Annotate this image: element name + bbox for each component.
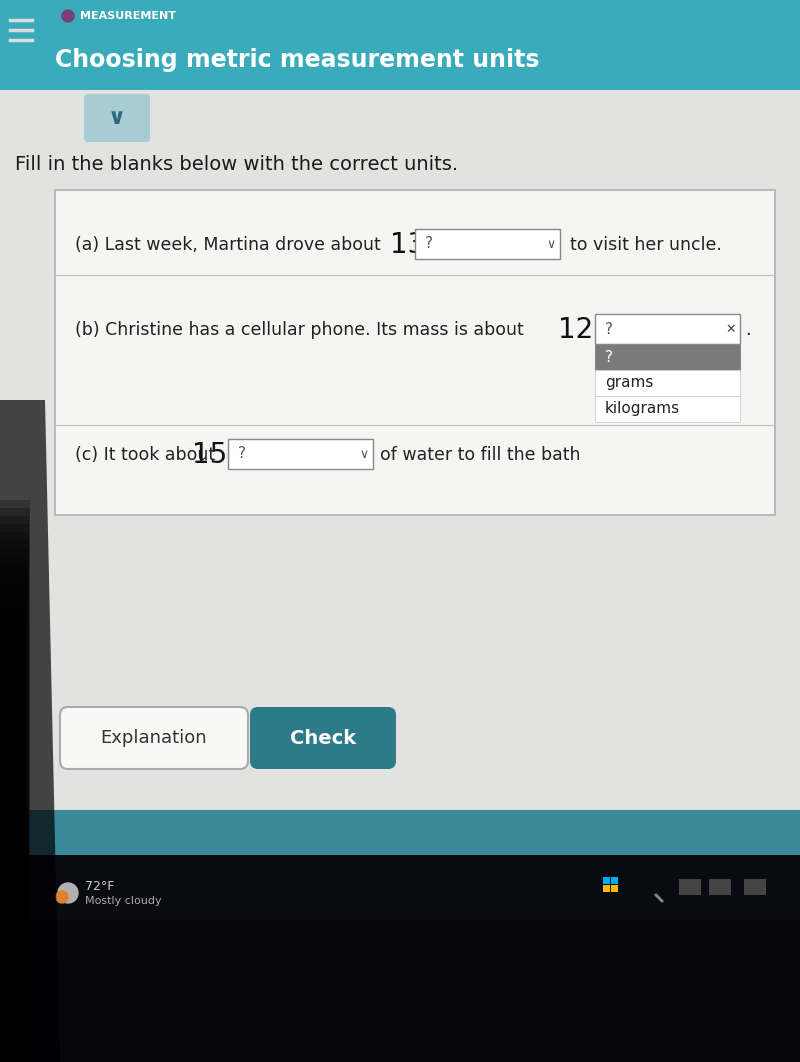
Bar xyxy=(0,756,21,1062)
Bar xyxy=(611,877,618,884)
Bar xyxy=(744,879,766,895)
Circle shape xyxy=(56,891,68,903)
Bar xyxy=(0,772,20,1062)
Bar xyxy=(611,885,618,892)
Bar xyxy=(595,344,740,370)
Bar xyxy=(0,524,29,1062)
Text: ?: ? xyxy=(605,322,613,337)
Text: Check: Check xyxy=(290,729,356,748)
Text: ∨: ∨ xyxy=(108,108,126,129)
Text: 13: 13 xyxy=(390,232,426,259)
Bar xyxy=(0,810,800,855)
Bar xyxy=(0,0,800,90)
Text: 150: 150 xyxy=(192,441,245,469)
Bar xyxy=(0,500,30,1062)
Bar xyxy=(0,556,28,1062)
Text: (b) Christine has a cellular phone. Its mass is about: (b) Christine has a cellular phone. Its … xyxy=(75,321,524,339)
Text: ✕: ✕ xyxy=(726,323,736,336)
Bar xyxy=(0,0,800,820)
Text: of water to fill the bath: of water to fill the bath xyxy=(380,446,581,464)
Bar xyxy=(0,652,24,1062)
Bar xyxy=(0,920,800,1062)
Text: MEASUREMENT: MEASUREMENT xyxy=(80,11,176,21)
Bar xyxy=(0,628,26,1062)
Bar xyxy=(679,879,701,895)
Bar xyxy=(0,580,27,1062)
Bar xyxy=(0,668,24,1062)
Text: ∨: ∨ xyxy=(359,447,369,461)
Text: ?: ? xyxy=(605,349,613,364)
Text: (c) It took about: (c) It took about xyxy=(75,446,215,464)
Bar xyxy=(0,676,23,1062)
Text: grams: grams xyxy=(605,376,654,391)
Bar xyxy=(0,508,30,1062)
Bar xyxy=(0,572,27,1062)
Text: Mostly cloudy: Mostly cloudy xyxy=(85,896,162,906)
Text: ∨: ∨ xyxy=(546,238,555,251)
Bar xyxy=(0,748,21,1062)
Bar xyxy=(595,396,740,422)
Circle shape xyxy=(58,883,78,903)
Bar xyxy=(0,588,26,1062)
Text: ?: ? xyxy=(238,446,246,462)
Bar xyxy=(228,439,373,469)
Bar xyxy=(0,700,22,1062)
Bar xyxy=(0,548,28,1062)
Bar xyxy=(0,539,29,1062)
Bar xyxy=(0,692,22,1062)
Text: .: . xyxy=(745,321,750,339)
Bar xyxy=(0,732,22,1062)
Bar xyxy=(595,370,740,396)
Bar xyxy=(0,788,19,1062)
Bar xyxy=(595,314,740,344)
Bar xyxy=(0,596,26,1062)
Bar xyxy=(0,604,26,1062)
Bar xyxy=(0,812,18,1062)
Text: Explanation: Explanation xyxy=(101,729,207,747)
FancyBboxPatch shape xyxy=(55,190,775,515)
Bar xyxy=(0,532,29,1062)
Bar xyxy=(0,612,26,1062)
Bar xyxy=(0,636,25,1062)
Bar xyxy=(0,708,22,1062)
Bar xyxy=(603,877,610,884)
Bar xyxy=(0,796,19,1062)
Bar xyxy=(0,620,26,1062)
Bar xyxy=(0,90,800,820)
Bar xyxy=(603,885,610,892)
Text: ?: ? xyxy=(425,237,433,252)
Text: kilograms: kilograms xyxy=(605,401,680,416)
Bar xyxy=(0,780,19,1062)
Bar xyxy=(415,229,560,259)
FancyBboxPatch shape xyxy=(250,707,396,769)
Bar xyxy=(709,879,731,895)
Text: 72°F: 72°F xyxy=(85,879,114,892)
Bar xyxy=(0,660,24,1062)
Bar xyxy=(0,804,18,1062)
Bar xyxy=(0,724,22,1062)
Text: to visit her uncle.: to visit her uncle. xyxy=(570,236,722,254)
Bar xyxy=(0,764,20,1062)
Text: Fill in the blanks below with the correct units.: Fill in the blanks below with the correc… xyxy=(15,155,458,174)
Bar xyxy=(0,564,27,1062)
Bar xyxy=(0,516,30,1062)
Circle shape xyxy=(62,10,74,22)
Text: Choosing metric measurement units: Choosing metric measurement units xyxy=(55,48,539,72)
Bar xyxy=(0,644,25,1062)
Bar xyxy=(0,716,22,1062)
FancyBboxPatch shape xyxy=(60,707,248,769)
Bar xyxy=(0,855,800,1062)
Text: (a) Last week, Martina drove about: (a) Last week, Martina drove about xyxy=(75,236,381,254)
Bar xyxy=(0,740,21,1062)
Text: 120: 120 xyxy=(558,316,611,344)
Bar xyxy=(0,684,23,1062)
Polygon shape xyxy=(0,400,60,1062)
FancyBboxPatch shape xyxy=(84,95,150,142)
